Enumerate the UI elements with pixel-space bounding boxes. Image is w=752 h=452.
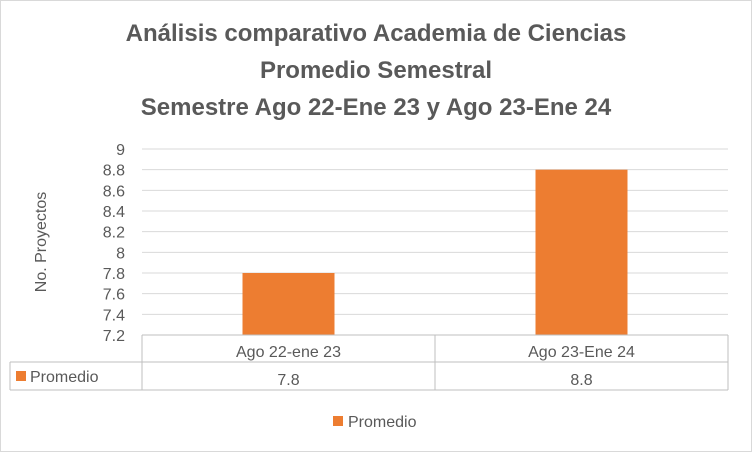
y-tick-label: 9 (116, 142, 125, 159)
y-tick-label: 7.8 (103, 266, 125, 283)
y-tick-label: 8.4 (103, 204, 125, 221)
y-tick-label: 8.6 (103, 183, 125, 200)
legend-label: Promedio (348, 414, 417, 431)
y-tick-label: 7.6 (103, 287, 125, 304)
table-legend-key (16, 371, 26, 381)
chart-title-line-3: Semestre Ago 22-Ene 23 y Ago 23-Ene 24 (140, 94, 612, 121)
legend-key (333, 416, 343, 426)
bar (242, 273, 335, 335)
y-axis-label: No. Proyectos (33, 192, 50, 292)
chart-title-line-2: Promedio Semestral (259, 57, 493, 84)
y-tick-label: 8.8 (103, 163, 125, 180)
y-tick-label: 8.2 (103, 225, 125, 242)
y-tick-label: 7.2 (103, 328, 125, 345)
y-tick-label: 8 (116, 245, 125, 262)
table-row-label: Promedio (30, 369, 99, 386)
table-value-label: 8.8 (570, 372, 592, 389)
table-value-label: 7.8 (277, 372, 299, 389)
y-tick-label: 7.4 (103, 307, 125, 324)
category-label: Ago 23-Ene 24 (528, 344, 635, 361)
category-label: Ago 22-ene 23 (236, 344, 341, 361)
bar (535, 169, 628, 335)
chart-title-line-1: Análisis comparativo Academia de Ciencia… (125, 20, 627, 47)
